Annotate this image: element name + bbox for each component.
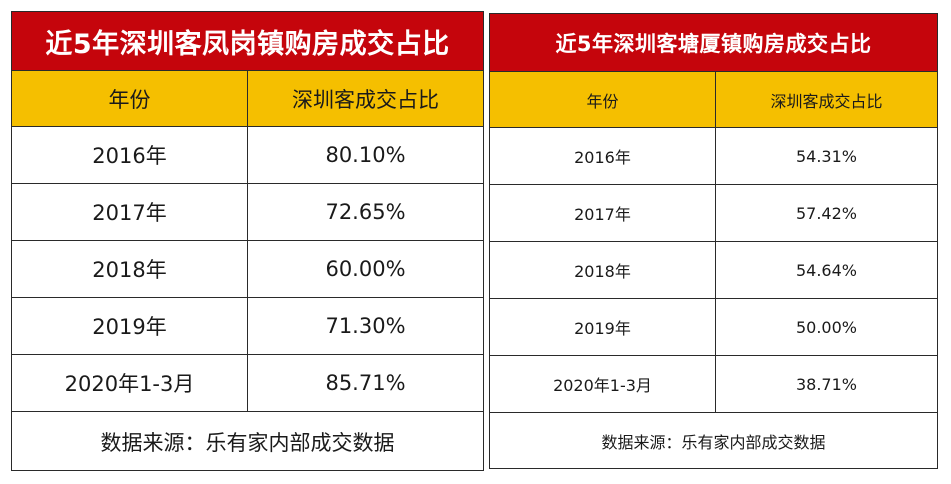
year-cell: 2020年1-3月 xyxy=(490,356,716,412)
table-row: 2019年 50.00% xyxy=(490,299,937,356)
table-title: 近5年深圳客塘厦镇购房成交占比 xyxy=(490,14,937,72)
fenggang-share-table: 近5年深圳客凤岗镇购房成交占比 年份 深圳客成交占比 2016年 80.10% … xyxy=(11,11,484,471)
year-cell: 2017年 xyxy=(490,185,716,241)
share-cell: 57.42% xyxy=(795,203,857,223)
table-row: 2020年1-3月 85.71% xyxy=(12,355,483,412)
share-cell: 85.71% xyxy=(325,371,406,395)
table-row: 2017年 72.65% xyxy=(12,184,483,241)
table-row: 2018年 54.64% xyxy=(490,242,937,299)
year-cell: 2019年 xyxy=(490,299,716,355)
table-row: 2017年 57.42% xyxy=(490,185,937,242)
data-source-note: 数据来源：乐有家内部成交数据 xyxy=(100,430,395,455)
column-header-share: 深圳客成交占比 xyxy=(292,87,439,112)
table-row: 2018年 60.00% xyxy=(12,241,483,298)
tangxia-share-table: 近5年深圳客塘厦镇购房成交占比 年份 深圳客成交占比 2016年 54.31% … xyxy=(489,13,938,469)
table-row: 2016年 54.31% xyxy=(490,128,937,185)
column-header-year: 年份 xyxy=(490,72,716,127)
table-row: 2016年 80.10% xyxy=(12,127,483,184)
column-header-year: 年份 xyxy=(12,71,248,126)
column-header-share: 深圳客成交占比 xyxy=(770,91,883,111)
year-cell: 2017年 xyxy=(12,184,248,240)
table-row: 2020年1-3月 38.71% xyxy=(490,356,937,413)
table-row: 2019年 71.30% xyxy=(12,298,483,355)
share-cell: 50.00% xyxy=(795,317,857,337)
year-cell: 2018年 xyxy=(490,242,716,298)
year-cell: 2019年 xyxy=(12,298,248,354)
share-cell: 71.30% xyxy=(325,314,406,338)
table-header-row: 年份 深圳客成交占比 xyxy=(490,72,937,128)
year-cell: 2016年 xyxy=(12,127,248,183)
share-cell: 54.31% xyxy=(795,146,857,166)
share-cell: 54.64% xyxy=(795,260,857,280)
share-cell: 72.65% xyxy=(325,200,406,224)
data-source-note: 数据来源：乐有家内部成交数据 xyxy=(601,432,826,452)
share-cell: 38.71% xyxy=(795,374,857,394)
share-cell: 80.10% xyxy=(325,143,406,167)
table-header-row: 年份 深圳客成交占比 xyxy=(12,71,483,127)
year-cell: 2018年 xyxy=(12,241,248,297)
table-title: 近5年深圳客凤岗镇购房成交占比 xyxy=(12,12,483,71)
year-cell: 2020年1-3月 xyxy=(12,355,248,411)
year-cell: 2016年 xyxy=(490,128,716,184)
share-cell: 60.00% xyxy=(325,257,406,281)
